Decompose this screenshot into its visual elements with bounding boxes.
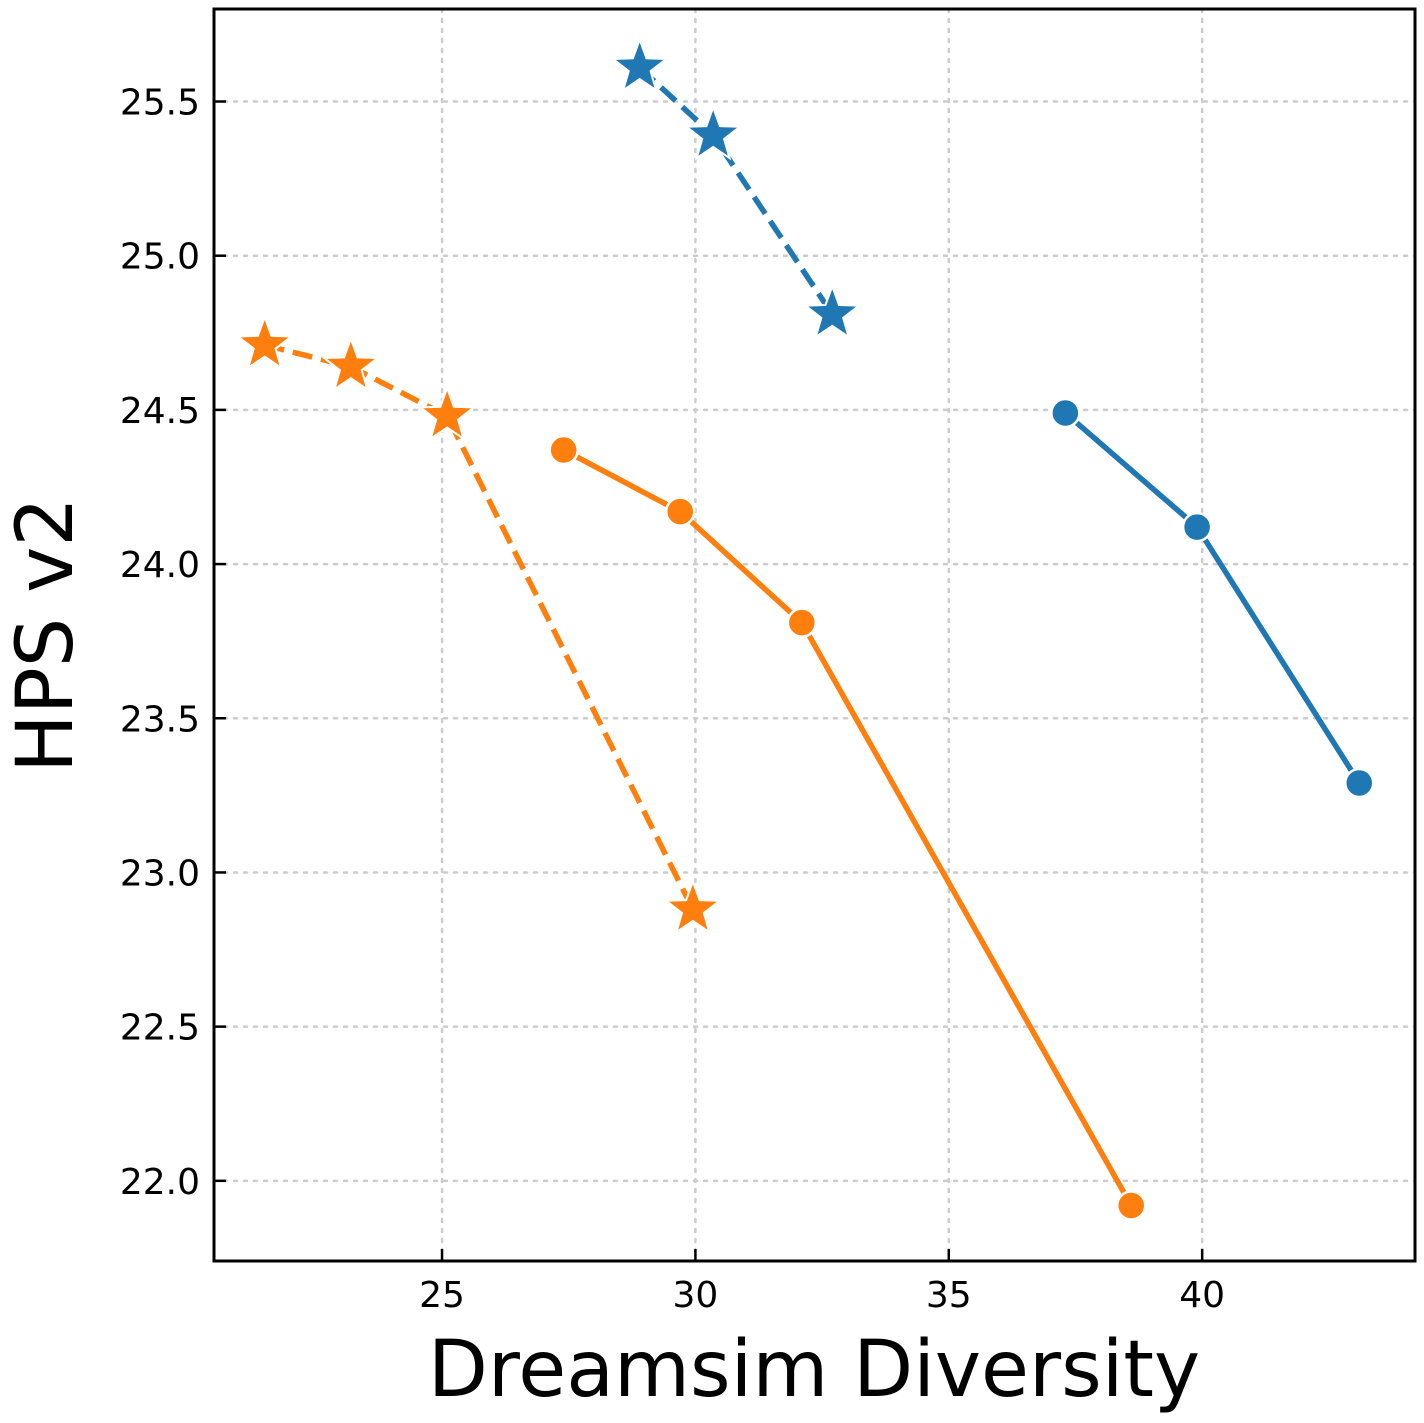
series-2-point [321,335,381,392]
y-tick-label: 25.5 [120,83,200,124]
series-2-point [663,878,723,935]
series-group [235,36,1375,1221]
x-tick-label: 40 [1179,1275,1225,1316]
series-0 [610,36,862,340]
series-3 [548,434,1147,1221]
series-1-point [1344,767,1375,799]
series-0-point [610,36,670,93]
series-2-point [417,385,477,442]
gridlines [212,7,1417,1263]
series-1-point [1050,397,1081,429]
x-tick-label: 30 [673,1275,719,1316]
y-tick-label: 23.0 [120,853,200,894]
series-2-line [264,342,696,911]
y-axis-label: HPS v2 [1,497,91,773]
series-3-point [1115,1190,1147,1221]
y-tick-labels: 22.0 22.5 23.0 23.5 24.0 24.5 25.0 25.5 [120,83,200,1203]
series-1-line [1063,410,1362,785]
y-tick-label: 25.0 [120,237,200,278]
y-tick-label: 22.0 [120,1162,200,1203]
y-tick-label: 24.0 [120,545,200,586]
series-3-point [664,496,696,527]
series-1 [1050,397,1375,799]
series-0-point [683,104,743,161]
x-axis-label: Dreamsim Diversity [428,1325,1200,1415]
x-tick-labels: 25 30 35 40 [419,1275,1225,1316]
series-2 [235,314,723,935]
x-tick-label: 35 [926,1275,972,1316]
series-1-point [1181,511,1213,543]
y-tick-label: 24.5 [120,391,200,432]
series-3-line [562,447,1134,1207]
tick-marks [214,100,1204,1261]
plot-frame [212,7,1417,1263]
series-0-line [637,65,835,316]
y-tick-label: 22.5 [120,1008,200,1049]
series-3-point [786,607,818,638]
series-2-point [235,314,295,371]
series-3-point [548,434,579,466]
x-tick-label: 25 [419,1275,465,1316]
series-0-point [802,283,862,340]
y-tick-label: 23.5 [120,699,200,740]
